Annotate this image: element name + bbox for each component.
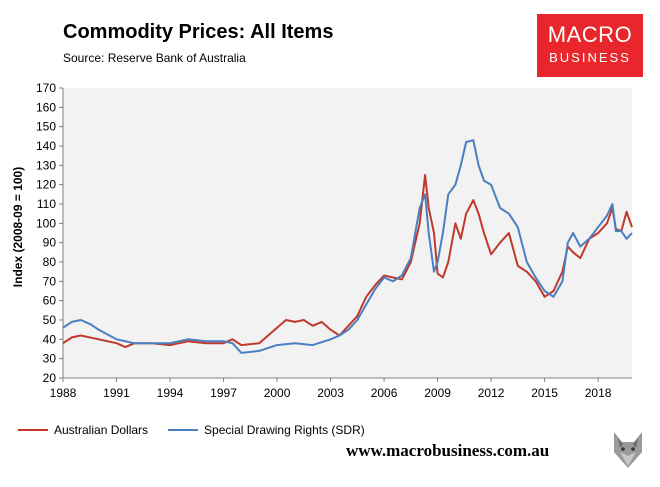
y-tick-label: 40 xyxy=(43,332,57,346)
y-tick-label: 80 xyxy=(43,255,57,269)
plot-area xyxy=(63,88,632,378)
series-line-sdr xyxy=(62,139,633,354)
y-tick-label: 170 xyxy=(36,81,56,95)
y-tick-label: 70 xyxy=(43,274,57,288)
chart-subtitle: Source: Reserve Bank of Australia xyxy=(63,51,246,65)
x-tick-label: 2015 xyxy=(531,386,558,400)
legend-label-sdr: Special Drawing Rights (SDR) xyxy=(204,423,365,437)
x-tick-label: 2000 xyxy=(264,386,291,400)
legend-swatch-aud xyxy=(18,429,48,431)
y-tick-label: 50 xyxy=(43,313,57,327)
x-tick-label: 1988 xyxy=(50,386,77,400)
series-lines xyxy=(62,139,633,354)
y-tick-label: 150 xyxy=(36,120,56,134)
x-tick-label: 2003 xyxy=(317,386,344,400)
x-tick-label: 1991 xyxy=(103,386,130,400)
y-tick-label: 60 xyxy=(43,294,57,308)
logo-text-top: MACRO xyxy=(547,22,633,47)
legend-label-aud: Australian Dollars xyxy=(54,423,149,437)
y-tick-label: 90 xyxy=(43,236,57,250)
y-tick-label: 30 xyxy=(43,352,57,366)
y-tick-label: 130 xyxy=(36,158,56,172)
x-tick-label: 2009 xyxy=(424,386,451,400)
y-tick-label: 160 xyxy=(36,100,56,114)
wolf-logo-icon xyxy=(614,432,642,468)
x-tick-label: 2012 xyxy=(478,386,505,400)
x-tick-label: 2018 xyxy=(585,386,612,400)
y-tick-label: 120 xyxy=(36,178,56,192)
x-tick-label: 1994 xyxy=(157,386,184,400)
macro-business-logo: MACRO BUSINESS xyxy=(537,14,643,77)
axes: 20 30 40 50 60 70 80 90 100 110 120 130 140 150 160 170… xyxy=(36,81,632,400)
logo-text-bottom: BUSINESS xyxy=(549,50,631,65)
website-link[interactable]: www.macrobusiness.com.au xyxy=(346,441,550,460)
y-tick-label: 20 xyxy=(43,371,57,385)
y-tick-label: 140 xyxy=(36,139,56,153)
legend-item-aud: Australian Dollars xyxy=(18,423,148,437)
legend: Australian Dollars Special Drawing Right… xyxy=(18,423,385,437)
chart-title: Commodity Prices: All Items xyxy=(63,21,334,43)
y-tick-label: 100 xyxy=(36,216,56,230)
line-chart: 20 30 40 50 60 70 80 90 100 110 120 130 140 150 160 170… xyxy=(11,81,633,400)
legend-item-sdr: Special Drawing Rights (SDR) xyxy=(168,423,365,437)
x-tick-label: 1997 xyxy=(210,386,237,400)
x-tick-label: 2006 xyxy=(371,386,398,400)
y-tick-label: 110 xyxy=(37,197,56,211)
y-axis-label: Index (2008-09 = 100) xyxy=(11,167,25,287)
legend-swatch-sdr xyxy=(168,429,199,431)
